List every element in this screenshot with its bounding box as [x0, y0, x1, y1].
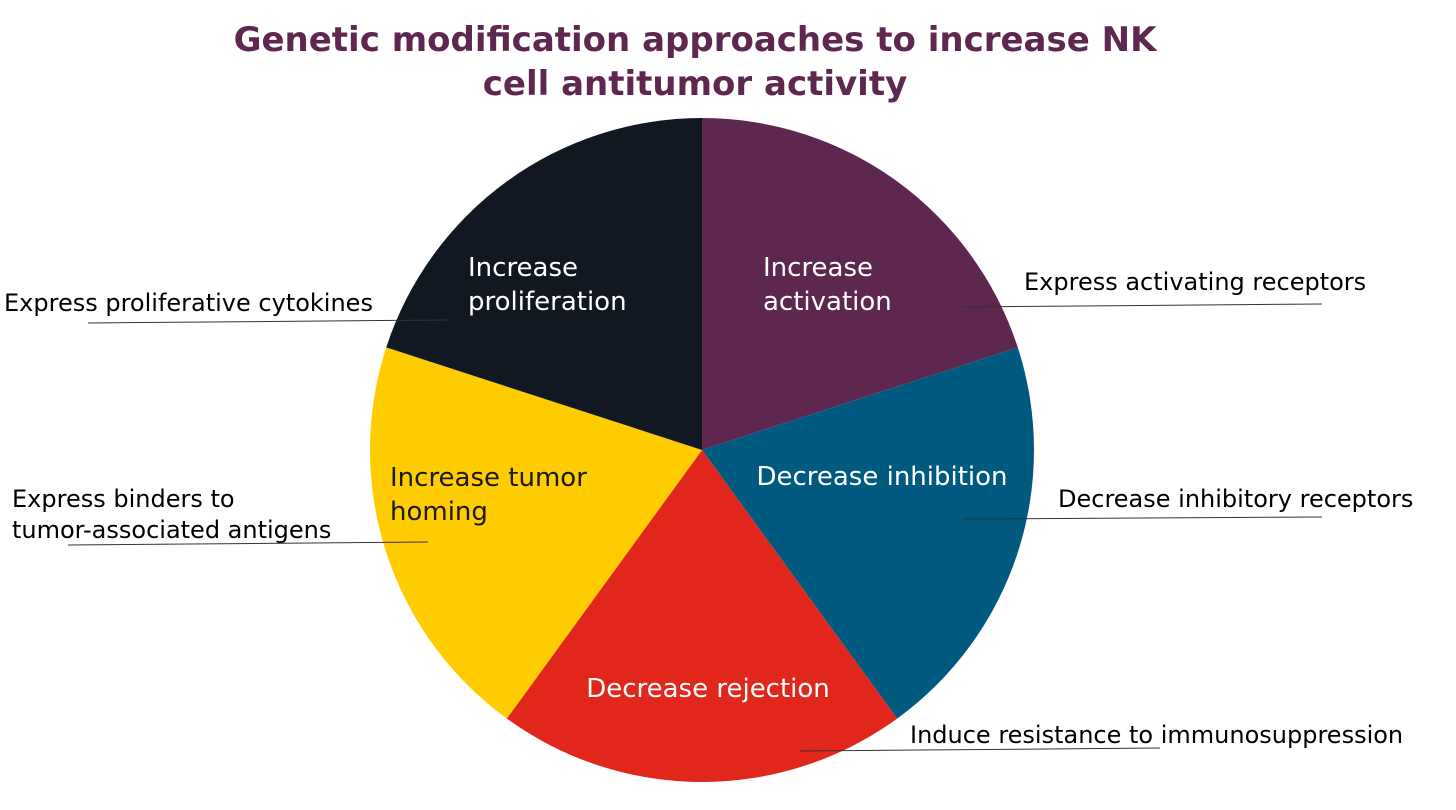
annotation-homing: Express binders to tumor-associated antig…	[12, 485, 331, 544]
slice-label-proliferation: Increase proliferation	[468, 253, 627, 317]
pie-slice-rejection	[506, 450, 898, 782]
slice-label-homing: Increase tumor homing	[390, 463, 587, 527]
annotation-proliferation: Express proliferative cytokines	[4, 289, 373, 317]
title-line-1: Genetic modification approaches to incre…	[233, 20, 1157, 60]
annotation-rejection: Induce resistance to immunosuppression	[910, 721, 1403, 749]
leader-line-homing	[67, 541, 429, 546]
title-line-2: cell antitumor activity	[482, 64, 908, 104]
pie-slice-activation	[702, 118, 1018, 450]
slice-label-rejection: Decrease rejection	[586, 674, 830, 704]
annotation-activation: Express activating receptors	[1024, 268, 1366, 296]
leader-line-inhibition	[961, 516, 1323, 520]
leader-line-rejection	[799, 747, 1161, 752]
slice-label-inhibition: Decrease inhibition	[756, 462, 1007, 492]
pie-slice-inhibition	[702, 347, 1034, 719]
pie-slice-proliferation	[386, 118, 702, 450]
pie-slice-homing	[369, 347, 702, 719]
leader-line-activation	[961, 303, 1323, 308]
annotation-inhibition: Decrease inhibitory receptors	[1058, 485, 1413, 513]
diagram-title: Genetic modification approaches to incre…	[190, 18, 1200, 106]
leader-line-proliferation	[87, 319, 449, 324]
slice-label-activation: Increase activation	[763, 253, 892, 317]
